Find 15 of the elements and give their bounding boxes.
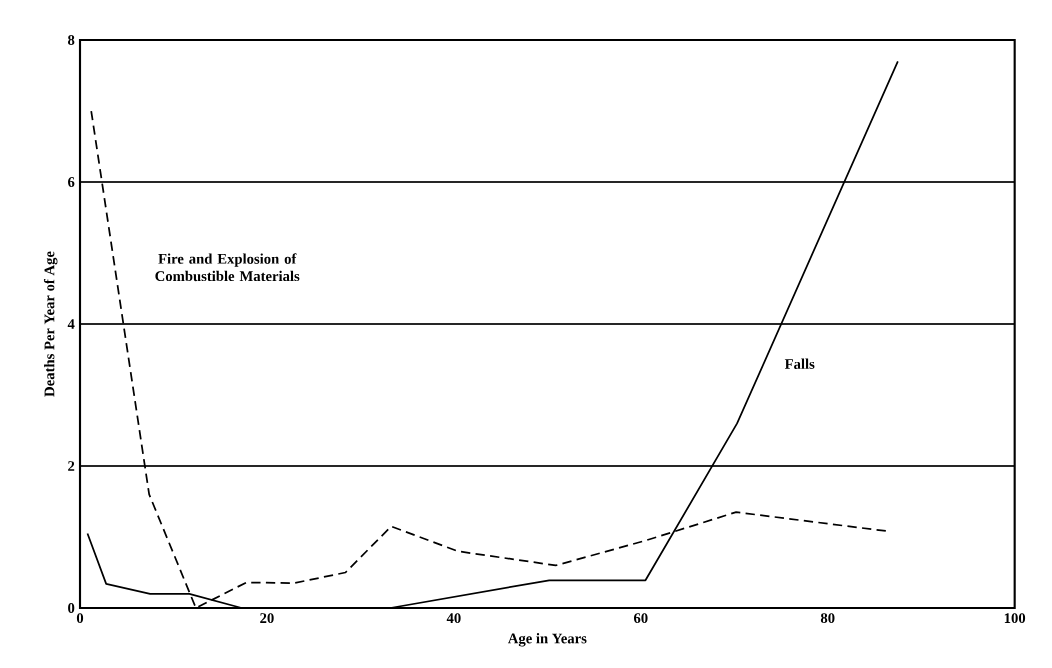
y-tick-label: 4 [67,319,75,329]
y-axis-title: Deaths Per Year of Age [43,251,58,397]
text: Fire and Explosion of Combustible Materials [155,253,300,282]
x-tick-label: 100 [1004,613,1026,624]
x-tick-label: 0 [76,613,84,624]
y-tick-label: 2 [68,461,75,471]
x-tick-label: 40 [446,613,461,624]
x-tick-label: 60 [633,613,648,624]
x-axis-title: Age in Years [507,633,587,647]
x-tick-label: 80 [820,613,835,624]
y-tick-label: 8 [68,35,75,45]
series-label: Falls [784,358,815,369]
y-tick-label: 0 [68,603,75,613]
x-tick-label: 20 [260,613,274,624]
y-tick-label: 6 [68,177,75,187]
